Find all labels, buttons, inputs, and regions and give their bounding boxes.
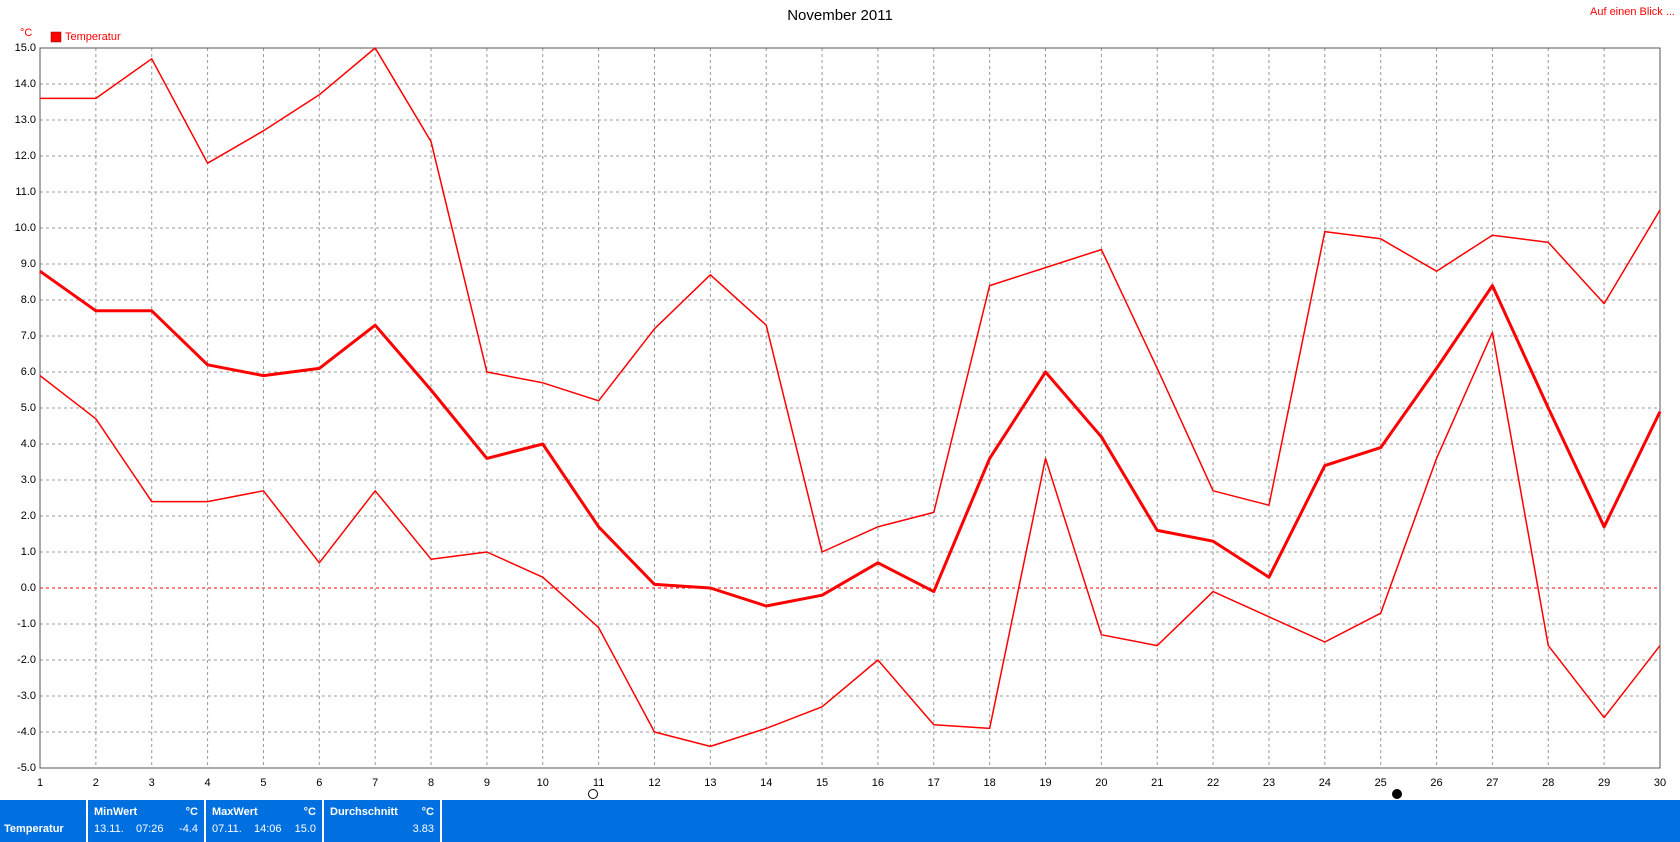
- y-tick-label: 7.0: [21, 330, 36, 342]
- y-tick-label: 1.0: [21, 546, 36, 558]
- moon-icon: [588, 789, 598, 799]
- y-tick-label: 8.0: [21, 294, 36, 306]
- x-tick-label: 18: [984, 777, 996, 789]
- chart: November 2011 °C Auf einen Blick ... -5.…: [15, 6, 1675, 799]
- y-tick-label: 2.0: [21, 510, 36, 522]
- y-tick-label: 15.0: [15, 42, 36, 54]
- y-tick-label: 10.0: [15, 222, 36, 234]
- y-unit: °C: [20, 27, 32, 39]
- overview-link[interactable]: Auf einen Blick ...: [1590, 6, 1675, 18]
- x-tick-label: 26: [1430, 777, 1442, 789]
- x-tick-label: 19: [1039, 777, 1051, 789]
- cell-unit: °C: [421, 806, 434, 818]
- x-tick-label: 4: [205, 777, 211, 789]
- series-line: [39, 269, 1662, 608]
- x-tick-label: 28: [1542, 777, 1554, 789]
- y-tick-label: 5.0: [21, 402, 36, 414]
- y-tick-label: -3.0: [17, 690, 36, 702]
- y-tick-label: 13.0: [15, 114, 36, 126]
- cell-header: MaxWert: [212, 806, 258, 818]
- x-tick-label: 20: [1095, 777, 1107, 789]
- summary-label-cell: Temperatur: [0, 800, 88, 842]
- x-tick-label: 30: [1654, 777, 1666, 789]
- x-tick-label: 11: [593, 777, 604, 789]
- series-line: [40, 47, 1661, 553]
- moon-icon: [1392, 789, 1402, 799]
- cell-value: 3.83: [412, 823, 434, 835]
- x-tick-label: 15: [816, 777, 828, 789]
- x-tick-label: 12: [648, 777, 660, 789]
- cell-value: 15.0: [294, 823, 316, 835]
- y-tick-label: 9.0: [21, 258, 36, 270]
- series-line: [39, 331, 1661, 748]
- x-tick-label: 17: [928, 777, 940, 789]
- x-tick-label: 9: [484, 777, 490, 789]
- cell-unit: °C: [185, 806, 198, 818]
- cell-header: Durchschnitt: [330, 806, 398, 818]
- x-tick-label: 10: [537, 777, 549, 789]
- y-tick-label: 14.0: [15, 78, 36, 90]
- x-tick-label: 7: [372, 777, 378, 789]
- y-tick-label: 3.0: [21, 474, 36, 486]
- chart-title: November 2011: [787, 7, 893, 24]
- x-tick-label: 2: [93, 777, 99, 789]
- x-tick-label: 21: [1151, 777, 1163, 789]
- y-tick-label: 11.0: [15, 186, 36, 198]
- x-tick-label: 23: [1263, 777, 1275, 789]
- x-tick-label: 14: [760, 777, 772, 789]
- cell-date: 13.11.: [94, 823, 124, 835]
- legend-swatch: [50, 31, 62, 43]
- cell-header: MinWert: [94, 806, 138, 818]
- x-tick-label: 27: [1486, 777, 1498, 789]
- summary-cell: MinWert °C 13.11. 07:26 -4.4: [88, 800, 206, 842]
- x-tick-label: 5: [260, 777, 266, 789]
- x-tick-label: 29: [1598, 777, 1610, 789]
- y-tick-label: -4.0: [17, 726, 36, 738]
- x-tick-label: 13: [704, 777, 716, 789]
- legend-label: Temperatur: [65, 31, 121, 43]
- cell-time: 07:26: [136, 823, 164, 835]
- cell-value: -4.4: [179, 823, 198, 835]
- x-tick-label: 6: [316, 777, 322, 789]
- y-tick-label: 4.0: [21, 438, 36, 450]
- summary-label: Temperatur: [4, 823, 64, 835]
- y-tick-label: -2.0: [17, 654, 36, 666]
- x-tick-label: 1: [37, 777, 43, 789]
- summary-cell: MaxWert °C 07.11. 14:06 15.0: [206, 800, 324, 842]
- x-tick-label: 25: [1375, 777, 1387, 789]
- summary-bar: Temperatur MinWert °C 13.11. 07:26 -4.4 …: [0, 800, 1680, 842]
- y-tick-label: 6.0: [21, 366, 36, 378]
- x-tick-label: 16: [872, 777, 884, 789]
- summary-cell: Durchschnitt °C 3.83: [324, 800, 442, 842]
- y-tick-label: 0.0: [21, 582, 36, 594]
- y-tick-label: -5.0: [17, 762, 36, 774]
- y-tick-label: 12.0: [15, 150, 36, 162]
- cell-date: 07.11.: [212, 823, 242, 835]
- x-tick-label: 8: [428, 777, 434, 789]
- x-tick-label: 22: [1207, 777, 1219, 789]
- x-tick-label: 24: [1319, 777, 1331, 789]
- y-tick-label: -1.0: [17, 618, 36, 630]
- cell-time: 14:06: [254, 823, 282, 835]
- plot-frame: [39, 47, 1661, 769]
- cell-unit: °C: [303, 806, 316, 818]
- x-tick-label: 3: [149, 777, 155, 789]
